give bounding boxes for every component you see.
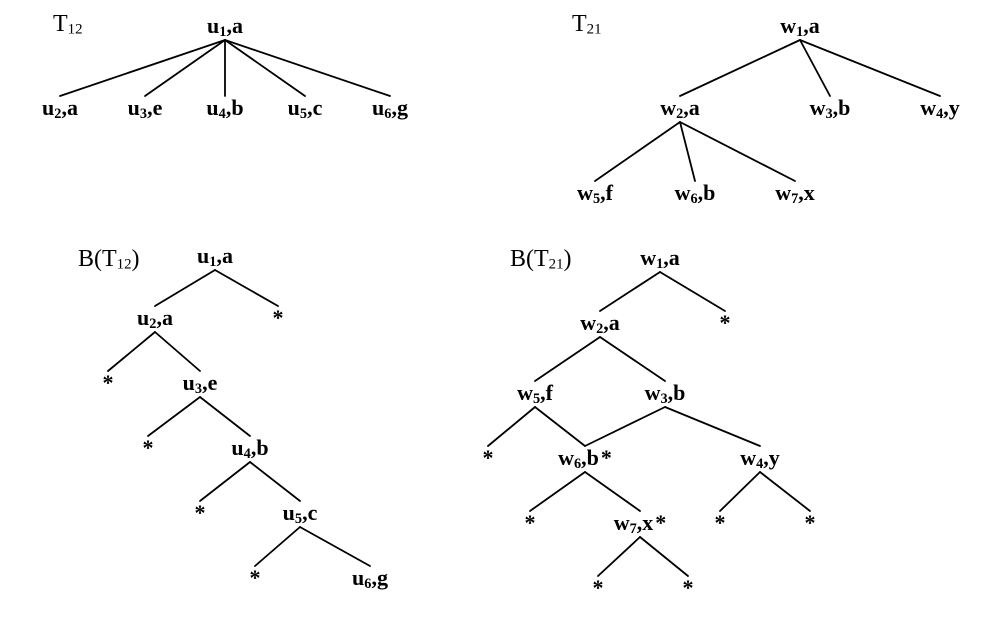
tree-node: w3,b — [810, 95, 851, 122]
tree-edge — [598, 537, 640, 576]
tree-node: w3,b — [645, 380, 686, 407]
figure-title: B(T21) — [510, 246, 572, 273]
tree-edge — [585, 472, 640, 511]
tree-node: w7,x* — [614, 510, 667, 537]
tree-node: w1,a — [640, 245, 680, 272]
tree-edge — [680, 122, 695, 181]
tree-edge — [530, 472, 585, 511]
tree-edge — [255, 527, 300, 566]
tree-edge — [155, 332, 200, 371]
tree-edge — [225, 40, 390, 96]
leaf-star: * — [195, 500, 206, 525]
tree-edge — [680, 122, 795, 181]
leaf-star: * — [103, 370, 114, 395]
tree-node: u6,g — [352, 565, 388, 592]
figure-title: T12 — [53, 11, 83, 38]
tree-node: w5,f — [577, 180, 614, 207]
tree-edge — [225, 40, 305, 96]
tree-node: w7,x — [775, 180, 815, 207]
leaf-star: * — [250, 565, 261, 590]
tree-edge — [660, 272, 725, 311]
tree-edge — [800, 40, 830, 96]
tree-edge — [535, 337, 600, 381]
tree-node: u1,a — [197, 243, 233, 270]
leaf-star: * — [715, 510, 726, 535]
tree-node: u2,a — [42, 95, 78, 122]
tree-edge — [488, 407, 535, 446]
tree-node: w6,b — [675, 180, 716, 207]
tree-edge — [680, 40, 800, 96]
tree-edge — [60, 40, 225, 96]
tree-node: u3,e — [128, 95, 163, 122]
tree-edge — [200, 397, 250, 436]
tree-node: u4,b — [206, 95, 243, 122]
tree-edge — [640, 537, 688, 576]
tree-node: w1,a — [780, 13, 820, 40]
leaf-star: * — [525, 510, 536, 535]
tree-node: w6,b* — [558, 445, 612, 472]
tree-node: u3,e — [183, 370, 218, 397]
tree-node: w5,f — [517, 380, 554, 407]
leaf-star: * — [720, 310, 731, 335]
tree-node: u6,g — [372, 95, 408, 122]
edges-layer — [60, 40, 940, 576]
tree-node: u2,a — [137, 305, 173, 332]
tree-edge — [300, 527, 370, 566]
leaf-star: * — [143, 435, 154, 460]
leaf-star: * — [683, 575, 694, 600]
tree-edge — [595, 122, 680, 181]
tree-node: u1,a — [207, 13, 243, 40]
tree-node: u5,c — [283, 500, 318, 527]
tree-edge — [585, 407, 665, 446]
leaf-star: * — [805, 510, 816, 535]
figure-title: B(T12) — [78, 246, 140, 273]
tree-diagram: u1,a u2,a u3,e u4,b u5,c u6,g w1,a w2,a w3,b w4,y… — [0, 0, 1000, 617]
tree-edge — [145, 40, 225, 96]
tree-edge — [720, 472, 760, 511]
tree-edge — [535, 407, 585, 446]
tree-edge — [250, 462, 300, 501]
tree-edge — [215, 270, 278, 306]
tree-node: w2,a — [660, 95, 700, 122]
tree-edge — [600, 272, 660, 311]
nodes-layer: u1,a u2,a u3,e u4,b u5,c u6,g w1,a w2,a w3,b w4,y… — [42, 13, 960, 600]
tree-edge — [148, 397, 200, 436]
titles-layer: T12 T21 B(T12) B(T21) — [53, 11, 602, 273]
tree-edge — [600, 337, 665, 381]
tree-node: w4,y — [740, 445, 780, 472]
leaf-star: * — [593, 575, 604, 600]
leaf-star: * — [483, 445, 494, 470]
tree-node: w4,y — [920, 95, 960, 122]
tree-node: u4,b — [231, 435, 268, 462]
leaf-star: * — [273, 305, 284, 330]
tree-node: u5,c — [288, 95, 323, 122]
tree-node: w2,a — [580, 310, 620, 337]
tree-edge — [155, 270, 215, 306]
tree-edge — [200, 462, 250, 501]
tree-edge — [108, 332, 155, 371]
tree-edge — [665, 407, 760, 446]
tree-edge — [760, 472, 810, 511]
tree-edge — [800, 40, 940, 96]
figure-title: T21 — [572, 11, 602, 38]
